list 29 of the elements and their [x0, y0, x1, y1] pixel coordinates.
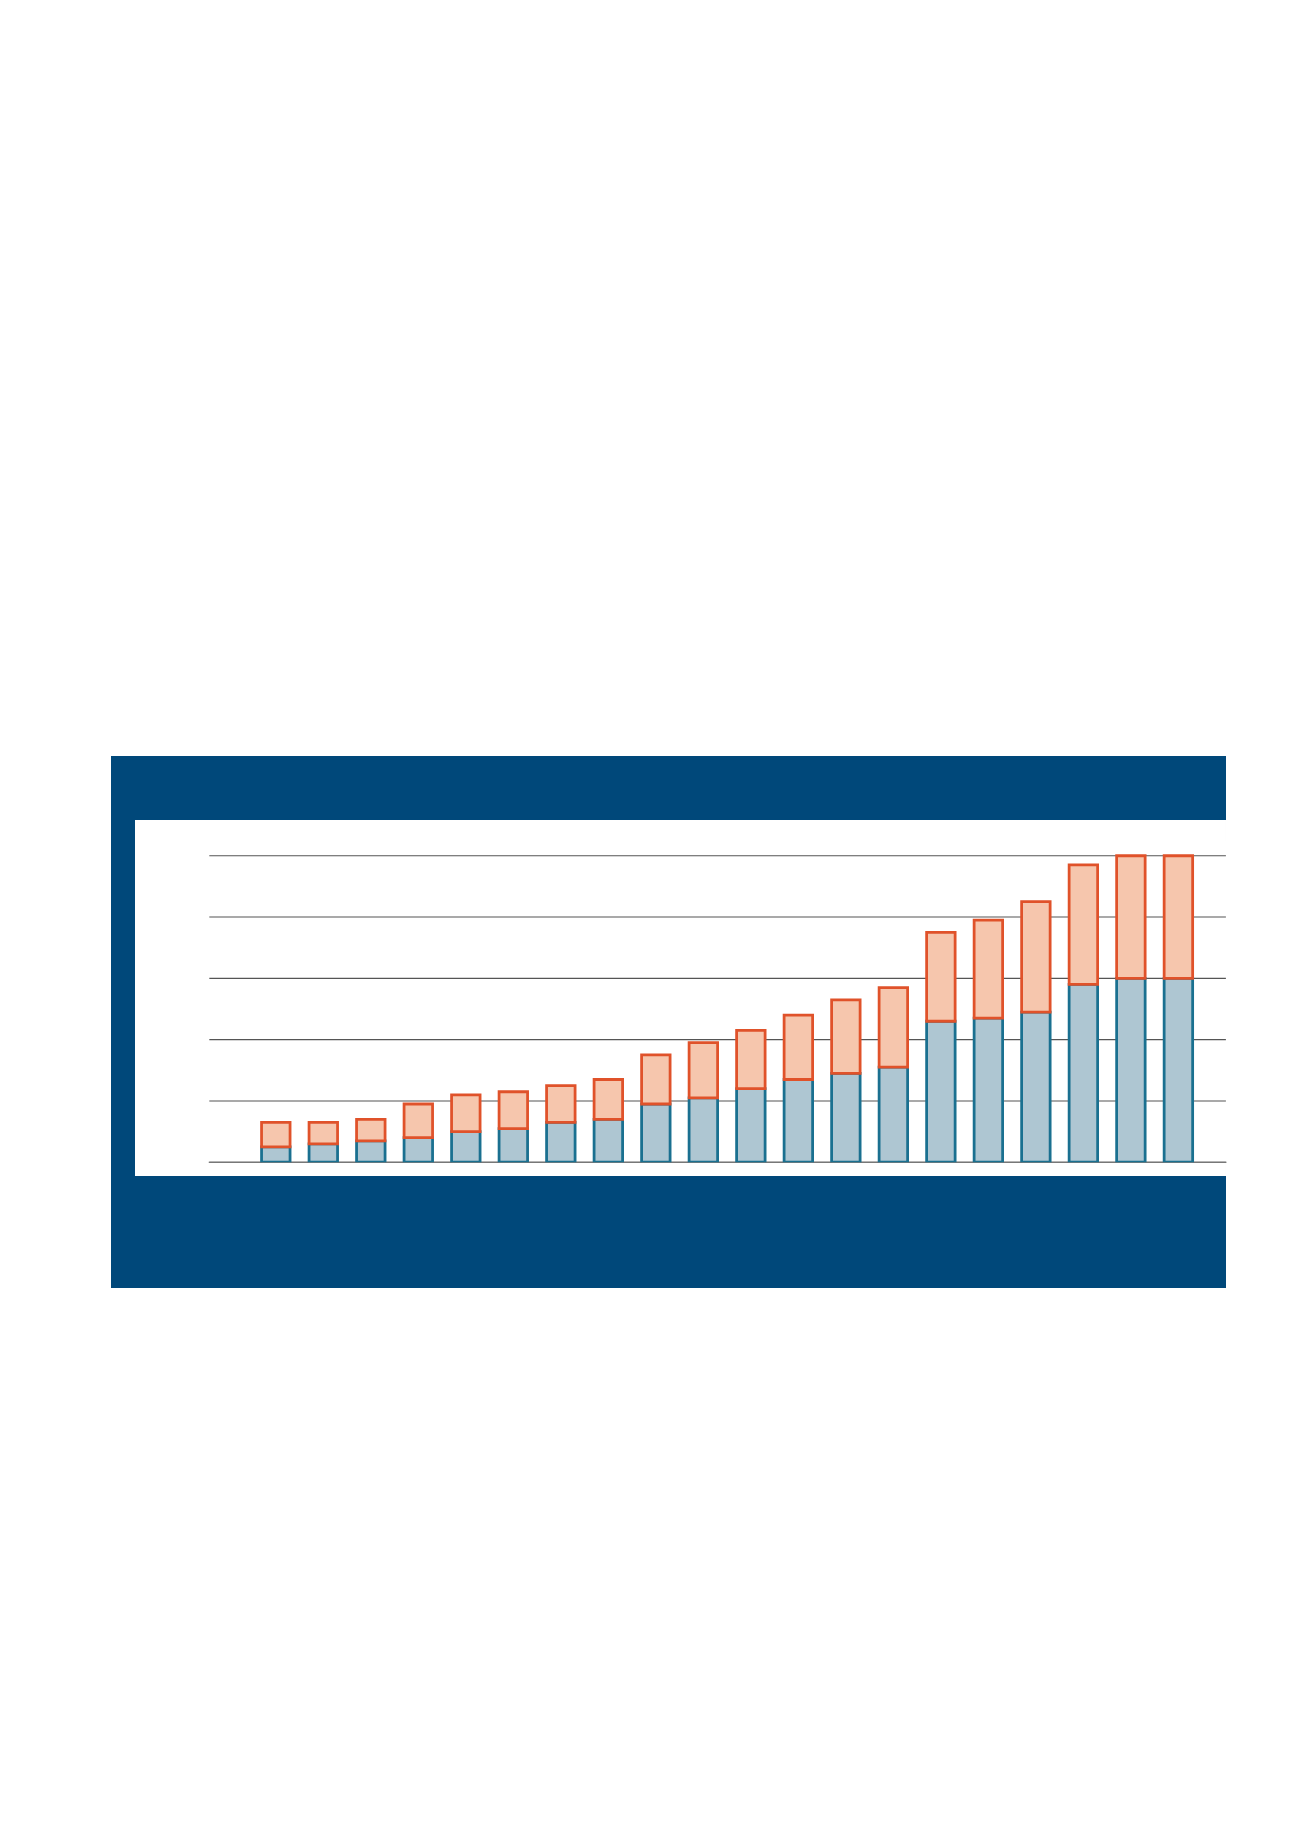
- bar: [1020, 900, 1052, 1014]
- bar: [687, 1041, 719, 1100]
- bar: [687, 1096, 719, 1163]
- bar: [735, 1029, 767, 1091]
- bar: [450, 1130, 482, 1163]
- bar: [355, 1117, 387, 1143]
- bar: [545, 1084, 577, 1124]
- bar: [1115, 854, 1147, 980]
- bar: [1067, 983, 1100, 1163]
- bar: [782, 1013, 814, 1081]
- bar: [925, 930, 957, 1023]
- bar: [1067, 863, 1100, 986]
- bar: [402, 1102, 434, 1140]
- bar: [735, 1087, 767, 1163]
- bar: [972, 918, 1005, 1020]
- bar: [450, 1093, 482, 1133]
- bar: [1162, 854, 1195, 980]
- bar: [640, 1102, 672, 1163]
- bar: [877, 986, 910, 1069]
- bar: [830, 998, 862, 1075]
- bar: [497, 1127, 529, 1163]
- bar: [497, 1090, 529, 1130]
- bar: [545, 1121, 577, 1163]
- bar: [782, 1078, 814, 1163]
- bar: [307, 1121, 339, 1146]
- bar: [1020, 1010, 1052, 1163]
- bar: [640, 1053, 672, 1106]
- bar: [260, 1121, 292, 1149]
- bar: [592, 1078, 624, 1121]
